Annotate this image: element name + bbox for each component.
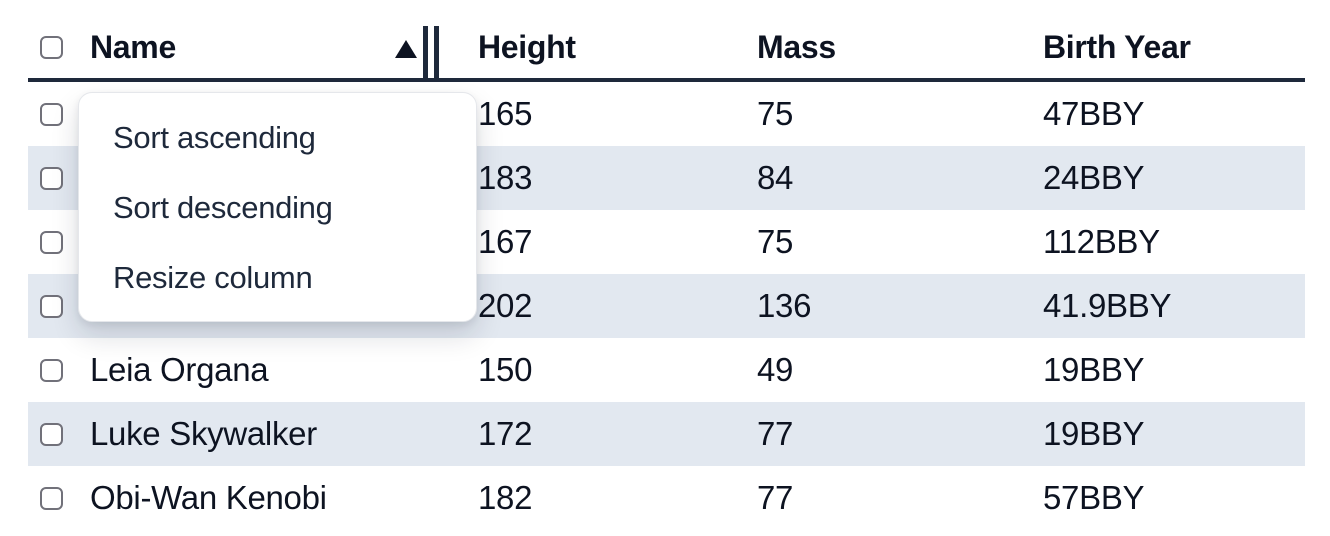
row-checkbox[interactable] — [40, 358, 63, 382]
cell-name: Leia Organa — [90, 351, 269, 388]
menu-item-resize-column[interactable]: Resize column — [113, 260, 313, 295]
cell-birth-year: 19BBY — [1043, 415, 1145, 452]
table-header-row: Name Height Mass Birth Year — [28, 0, 1305, 82]
cell-birth-year: 57BBY — [1043, 479, 1145, 512]
cell-birth-year: 19BBY — [1043, 351, 1145, 388]
table-row: Luke Skywalker 172 77 19BBY — [28, 402, 1305, 466]
menu-item-sort-ascending[interactable]: Sort ascending — [113, 120, 316, 155]
row-checkbox[interactable] — [40, 166, 63, 190]
cell-height: 172 — [478, 415, 533, 452]
row-checkbox[interactable] — [40, 102, 63, 126]
cell-height: 202 — [478, 287, 533, 324]
table-row: Leia Organa 150 49 19BBY — [28, 338, 1305, 402]
table-row: Obi-Wan Kenobi 182 77 57BBY — [28, 466, 1305, 512]
cell-mass: 84 — [757, 159, 794, 196]
cell-birth-year: 112BBY — [1043, 223, 1160, 260]
cell-mass: 75 — [757, 95, 794, 132]
row-checkbox[interactable] — [40, 230, 63, 254]
cell-birth-year: 24BBY — [1043, 159, 1145, 196]
column-header-birth-year[interactable]: Birth Year — [1043, 28, 1191, 65]
column-header-mass[interactable]: Mass — [757, 28, 836, 65]
row-checkbox[interactable] — [40, 486, 63, 510]
menu-item-sort-descending[interactable]: Sort descending — [113, 190, 333, 225]
select-all-checkbox[interactable] — [40, 35, 63, 59]
cell-mass: 77 — [757, 415, 794, 452]
resize-bar-icon — [423, 26, 428, 78]
cell-birth-year: 47BBY — [1043, 95, 1145, 132]
cell-mass: 136 — [757, 287, 812, 324]
cell-birth-year: 41.9BBY — [1043, 287, 1172, 324]
row-checkbox[interactable] — [40, 422, 63, 446]
sort-ascending-icon — [395, 40, 417, 58]
row-checkbox[interactable] — [40, 294, 63, 318]
cell-mass: 49 — [757, 351, 794, 388]
cell-mass: 77 — [757, 479, 794, 512]
column-resize-handle[interactable] — [423, 26, 440, 78]
header-select-cell — [28, 35, 76, 59]
cell-name: Luke Skywalker — [90, 415, 317, 452]
column-context-menu: Sort ascending Sort descending Resize co… — [78, 92, 477, 322]
column-header-height[interactable]: Height — [478, 28, 576, 65]
resize-bar-icon — [434, 26, 439, 78]
cell-height: 183 — [478, 159, 533, 196]
cell-mass: 75 — [757, 223, 794, 260]
column-header-name[interactable]: Name — [90, 28, 176, 65]
cell-height: 150 — [478, 351, 533, 388]
cell-height: 165 — [478, 95, 533, 132]
cell-height: 182 — [478, 479, 533, 512]
cell-name: Obi-Wan Kenobi — [90, 479, 327, 512]
cell-height: 167 — [478, 223, 533, 260]
